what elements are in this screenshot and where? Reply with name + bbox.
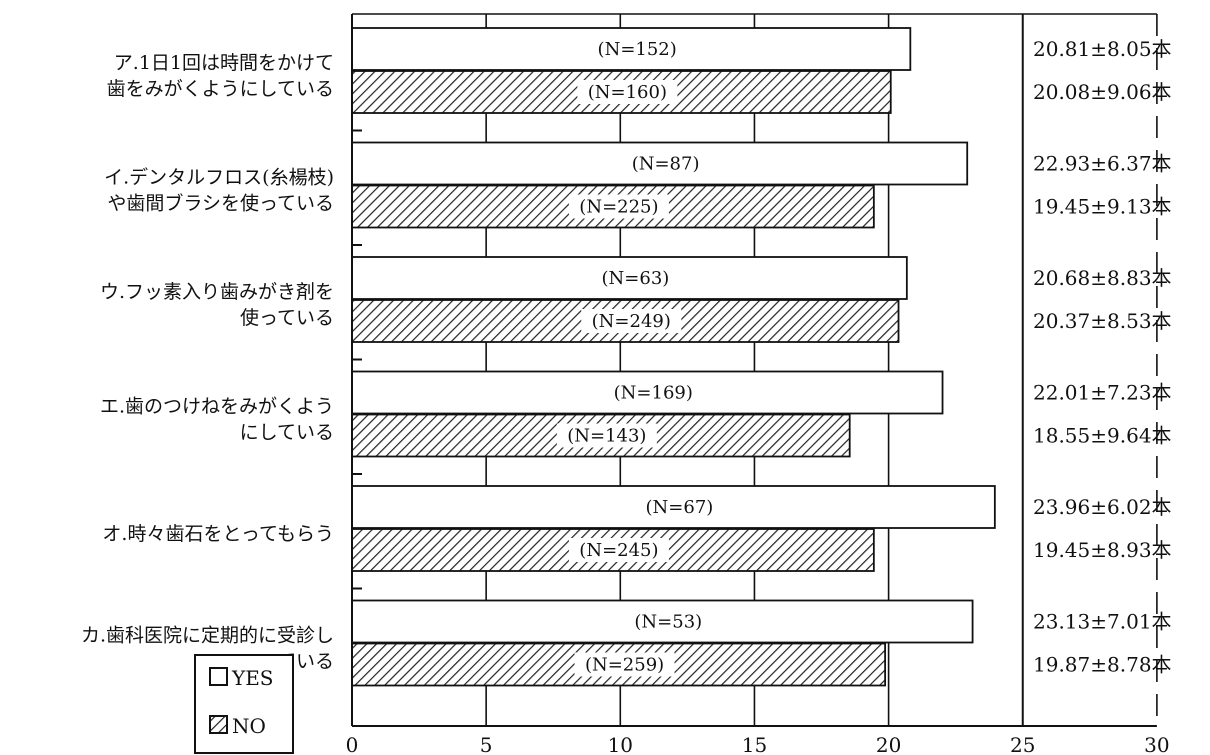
n-label-no-1: (N=160) [588, 82, 667, 103]
category-label-6-line-1: カ.歯科医院に定期的に受診し [81, 625, 334, 647]
x-tick-label-20: 20 [876, 733, 901, 755]
x-tick-label-0: 0 [346, 733, 359, 755]
bar-yes-2 [351, 141, 969, 186]
n-label-backing [581, 309, 682, 333]
legend-swatch-no [209, 715, 228, 734]
x-tick-label-10: 10 [608, 733, 633, 755]
n-label-yes-6: (N=53) [634, 612, 702, 633]
bar-yes-3 [351, 256, 908, 300]
n-label-backing [556, 423, 657, 448]
legend-label-yes: YES [231, 666, 274, 690]
stat-label-yes-6: 23.13±7.01本 [1033, 610, 1172, 634]
n-label-backing [577, 80, 678, 104]
stat-label-yes-5: 23.96±6.02本 [1033, 495, 1172, 519]
n-label-no-6: (N=259) [585, 655, 664, 676]
stat-label-yes-4: 22.01±7.23本 [1033, 381, 1172, 405]
n-label-backing [568, 194, 669, 219]
axis-layer: 0 5 10 15 20 25 30 [346, 13, 1170, 755]
n-label-yes-4: (N=169) [614, 383, 693, 404]
stat-label-no-4: 18.55±9.64本 [1033, 424, 1172, 448]
x-tick-label-15: 15 [742, 733, 767, 755]
category-label-1-line-1: ア.1日1回は時間をかけて [114, 52, 334, 74]
stat-label-no-5: 19.45±8.93本 [1033, 538, 1172, 562]
n-label-yes-5: (N=67) [646, 497, 714, 518]
category-label-4-line-2: にしている [240, 422, 334, 444]
n-label-no-5: (N=245) [579, 540, 658, 561]
stat-label-no-6: 19.87±8.78本 [1033, 653, 1172, 677]
bar-yes-1 [351, 27, 912, 71]
legend-swatch-yes [209, 667, 228, 686]
n-label-yes-1: (N=152) [598, 39, 677, 60]
category-label-1-line-2: 歯をみがくようにしている [107, 78, 334, 100]
stat-label-no-3: 20.37±8.53本 [1033, 309, 1172, 333]
stat-label-yes-3: 20.68±8.83本 [1033, 266, 1172, 290]
category-label-3-line-2: 使っている [240, 307, 334, 329]
category-label-3-line-1: ウ.フッ素入り歯みがき剤を [100, 281, 334, 303]
bar-yes-6 [351, 599, 974, 644]
n-label-yes-3: (N=63) [602, 268, 670, 289]
stat-label-yes-2: 22.93±6.37本 [1033, 152, 1172, 176]
n-label-no-2: (N=225) [579, 197, 658, 218]
category-label-2-line-2: や歯間ブラシを使っている [107, 192, 334, 215]
x-tick-label-30: 30 [1144, 733, 1169, 755]
bars-layer [351, 27, 996, 687]
stat-label-yes-1: 20.81±8.05本 [1033, 37, 1172, 61]
n-label-backing [574, 652, 675, 677]
stat-label-no-1: 20.08±9.06本 [1033, 80, 1172, 104]
n-label-backing [568, 538, 669, 562]
category-label-5-line-1: オ.時々歯石をとってもらう [102, 523, 334, 545]
category-label-4-line-1: エ.歯のつけねをみがくよう [100, 396, 334, 418]
n-label-no-3: (N=249) [592, 311, 671, 332]
bar-yes-5 [351, 485, 996, 529]
legend-label-no: NO [232, 714, 266, 738]
category-label-2-line-1: イ.デンタルフロス(糸楊枝) [104, 167, 334, 189]
n-label-no-4: (N=143) [567, 426, 646, 447]
stat-label-no-2: 19.45±9.13本 [1033, 195, 1172, 219]
legend-layer: YES NO [194, 654, 294, 754]
n-label-yes-2: (N=87) [632, 154, 700, 175]
bar-yes-4 [351, 370, 944, 415]
x-tick-label-5: 5 [480, 733, 493, 755]
labels-layer: (N=152) 20.81±8.05本 (N=160) 20.08±9.06本 ア.1日… [81, 37, 1172, 677]
x-tick-label-25: 25 [1010, 733, 1035, 755]
